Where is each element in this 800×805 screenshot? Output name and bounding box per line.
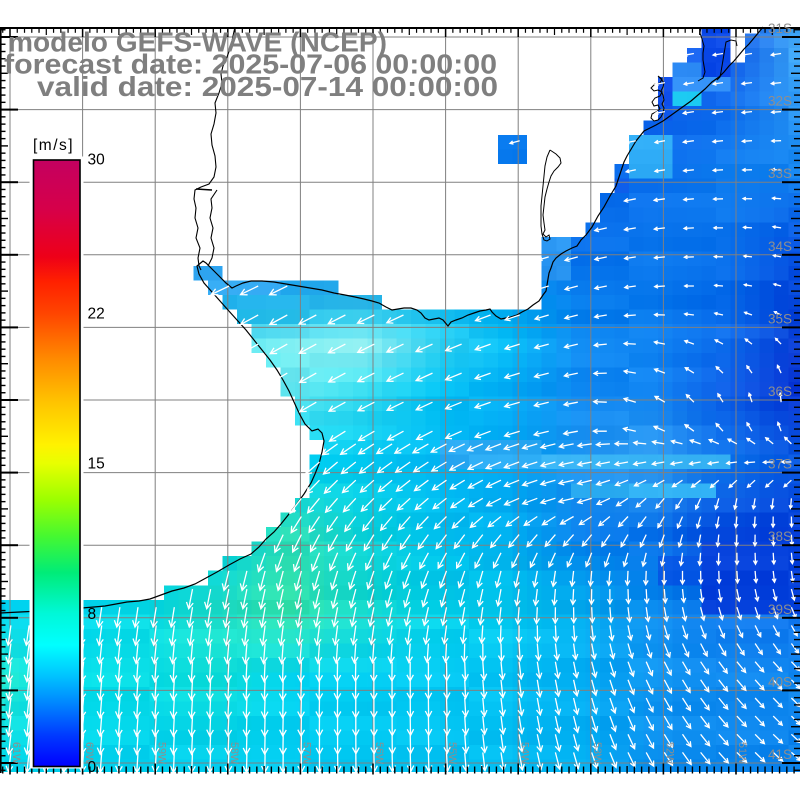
svg-text:56W: 56W: [373, 742, 385, 765]
svg-text:31S: 31S: [768, 21, 792, 36]
svg-text:38S: 38S: [768, 529, 792, 544]
svg-text:52W: 52W: [664, 742, 676, 765]
svg-text:22: 22: [88, 306, 105, 323]
svg-text:35S: 35S: [768, 311, 792, 326]
svg-text:61W: 61W: [10, 742, 22, 765]
svg-text:53W: 53W: [591, 742, 603, 765]
svg-text:forecast date: 2025-07-06 00:0: forecast date: 2025-07-06 00:00:00: [4, 49, 497, 80]
svg-text:58W: 58W: [228, 742, 240, 765]
svg-text:34S: 34S: [768, 239, 792, 254]
svg-text:39S: 39S: [768, 602, 792, 617]
svg-text:33S: 33S: [768, 166, 792, 181]
svg-text:51W: 51W: [736, 742, 748, 765]
svg-text:59W: 59W: [155, 742, 167, 765]
svg-text:valid date: 2025-07-14 00:00:0: valid date: 2025-07-14 00:00:00: [37, 71, 498, 102]
svg-text:60W: 60W: [83, 742, 95, 765]
svg-text:0: 0: [88, 759, 97, 776]
svg-text:8: 8: [88, 606, 97, 623]
svg-text:41S: 41S: [768, 747, 792, 762]
svg-text:36S: 36S: [768, 384, 792, 399]
svg-text:55W: 55W: [446, 742, 458, 765]
svg-text:40S: 40S: [768, 674, 792, 689]
svg-text:modelo GEFS-WAVE (NCEP): modelo GEFS-WAVE (NCEP): [8, 27, 387, 58]
svg-text:54W: 54W: [518, 742, 530, 765]
svg-text:[m/s]: [m/s]: [33, 137, 74, 154]
svg-text:32S: 32S: [768, 94, 792, 109]
svg-text:30: 30: [88, 152, 106, 169]
svg-text:37S: 37S: [768, 457, 792, 472]
svg-text:15: 15: [88, 456, 105, 473]
svg-text:57W: 57W: [301, 742, 313, 765]
